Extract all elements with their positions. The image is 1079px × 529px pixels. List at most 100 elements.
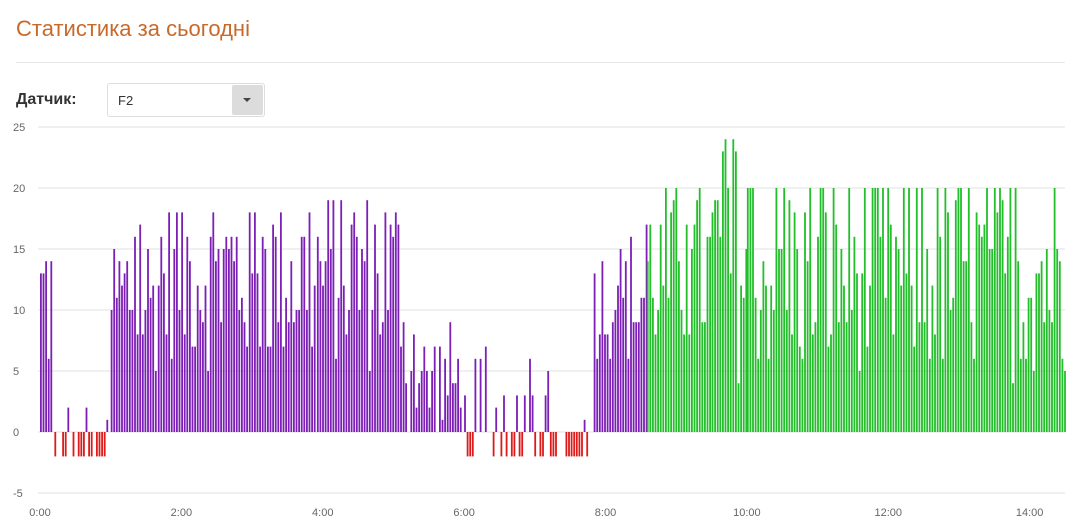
chart-bar [418,383,420,432]
chart-bar [241,297,243,432]
chart-bar [134,236,136,432]
chart-bar [389,224,392,432]
chart-bar [793,212,796,432]
chart-bar [754,297,757,432]
chart-bar [209,236,212,432]
chart-bar [939,236,942,432]
chart-bar [544,395,547,432]
chart-bar [632,322,635,432]
y-tick-label: 10 [13,305,25,317]
chart-bar [568,432,570,457]
chart-bar [400,346,402,432]
chart-bar [303,236,306,432]
chart-bar [72,432,75,457]
chart-bar [110,310,113,432]
dropdown-button[interactable] [232,85,263,115]
chart-bar [670,212,672,432]
chart-bar [765,285,767,432]
chart-bar [685,224,688,432]
chart-bar [796,249,799,432]
chart-bar [709,236,711,432]
chart-bar [555,432,557,457]
chart-bar [261,236,264,432]
y-tick-label: -5 [13,488,23,500]
chart-bar [256,273,259,432]
chart-bar [1017,261,1020,432]
y-tick-label: 15 [13,244,25,256]
chart-bar [635,322,638,432]
chart-bar [716,200,719,432]
chart-bar [775,188,778,432]
chart-bar [1027,297,1030,432]
chart-bar [479,358,482,432]
sensor-select[interactable]: F2 [107,83,265,117]
chart-bar [910,285,913,432]
chart-bar [154,371,157,432]
chart-bar [858,371,861,432]
chart-bar [368,371,371,432]
chart-bar [415,407,418,432]
chart-bar [817,236,819,432]
chart-bar [801,358,804,432]
chart-bar [123,273,126,432]
chart-bar [355,236,358,432]
chart-bar [516,395,518,432]
chart-bar [376,273,379,432]
chart-bar [186,236,189,432]
chart-bar [672,200,675,432]
x-tick-label: 4:00 [312,507,333,519]
chart-bar [701,322,704,432]
chart-bar [583,419,586,432]
chart-bar [426,371,428,432]
chart-bar [163,273,165,432]
chart-bar [293,322,295,432]
chart-bar [1014,188,1017,432]
chart-bar [970,322,973,432]
chart-bar [965,261,968,432]
x-tick-label: 6:00 [453,507,474,519]
chart-bar [683,334,685,432]
chart-bar [719,236,722,432]
chart-bar [204,285,207,432]
chart-bar [287,322,290,432]
chart-bar [207,371,209,432]
chart-bar [324,261,327,432]
chart-bar [361,249,363,432]
chart-bar [630,236,632,432]
chart-bar [988,249,991,432]
chart-bar [746,188,749,432]
chart-bar [882,188,884,432]
chart-bar [991,249,994,432]
chart-bar [363,261,366,432]
chart-bar [1040,261,1043,432]
chart-bar [780,249,783,432]
chart-bar [778,249,780,432]
chart-bar [196,285,199,432]
chart-bar [611,322,614,432]
chart-bar [843,285,845,432]
x-tick-label: 10:00 [733,507,761,519]
chart-bar [42,273,45,432]
chart-bar [83,432,85,457]
chart-bar [889,224,892,432]
chart-bar [742,297,745,432]
chart-bar [871,188,874,432]
chart-bar [900,285,903,432]
chart-bar [103,432,106,457]
chart-bar [215,261,217,432]
chart-bar [235,236,238,432]
chart-bar [337,297,340,432]
chart-bar [884,297,887,432]
chart-bar [510,432,513,457]
chart-bar [313,285,316,432]
chart-bar [194,346,196,432]
chart-bar [272,224,274,432]
chart-bar [819,188,822,432]
chart-bar [335,358,337,432]
chart-bar [678,261,680,432]
chart-bar [999,188,1001,432]
chart-bar [897,249,900,432]
chart-bar [191,346,194,432]
chart-bar [767,358,770,432]
chart-bar [804,212,806,432]
